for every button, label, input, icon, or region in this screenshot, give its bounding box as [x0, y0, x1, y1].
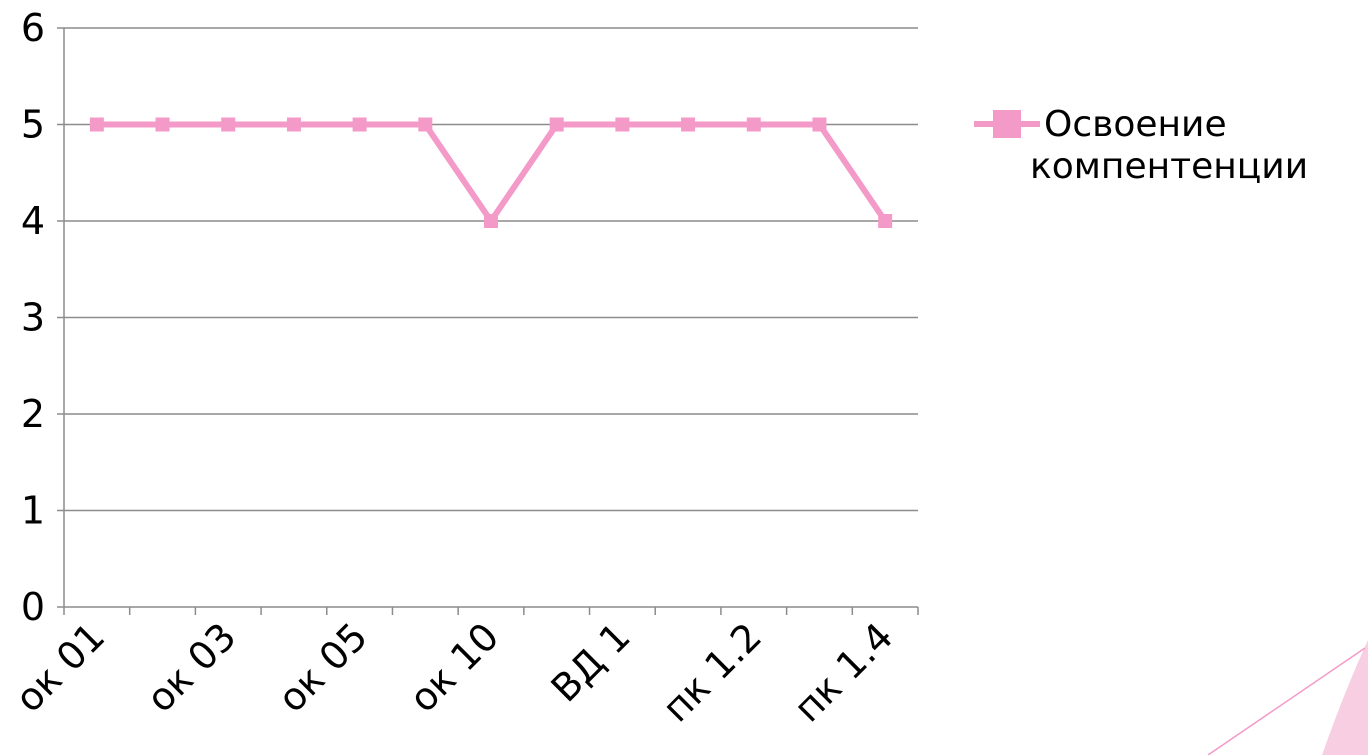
- gridlines: [64, 27, 918, 512]
- y-tick-label: 3: [21, 296, 45, 340]
- data-point-marker: [352, 117, 367, 132]
- data-point-marker: [812, 117, 827, 132]
- data-point-marker: [878, 214, 893, 228]
- x-tick-label: ок 10: [401, 614, 508, 721]
- x-tick-label: пк 1.4: [785, 614, 901, 730]
- x-tick-label: ВД 1: [543, 614, 639, 710]
- x-tick-label: ок 01: [7, 614, 114, 721]
- data-point-marker: [286, 117, 301, 132]
- data-point-marker: [484, 214, 498, 228]
- data-point-marker: [681, 117, 696, 132]
- x-tick-label: пк 1.2: [654, 614, 770, 730]
- y-tick-label: 6: [21, 6, 45, 50]
- corner-decoration-line: [1207, 647, 1366, 755]
- data-point-marker: [418, 117, 433, 132]
- legend-label-line-2: компентенции: [1030, 146, 1308, 187]
- y-tick-label: 1: [21, 489, 45, 533]
- data-point-marker: [155, 117, 170, 132]
- x-axis-tick-labels: ок 01 ок 03 ок 05 ок 10 ВД 1 пк 1.2 пк 1.4: [7, 614, 902, 730]
- x-tick-label: ок 03: [138, 614, 245, 721]
- data-point-marker: [615, 117, 630, 132]
- y-tick-label: 2: [21, 392, 45, 436]
- data-point-marker: [221, 117, 236, 132]
- y-tick-label: 5: [21, 103, 45, 147]
- axes: [57, 27, 919, 615]
- y-tick-label: 4: [21, 199, 45, 243]
- x-tick-label: ок 05: [269, 614, 376, 721]
- corner-decoration-shape: [1322, 640, 1368, 755]
- corner-decoration: [1207, 640, 1368, 755]
- y-tick-label: 0: [21, 585, 45, 629]
- legend-swatch-marker: [993, 110, 1021, 138]
- data-point-marker: [746, 117, 761, 132]
- legend-label-line-1: Освоение: [1044, 104, 1227, 145]
- data-point-marker: [549, 117, 564, 132]
- legend: Освоение компентенции: [974, 104, 1308, 187]
- series-line: [96, 121, 888, 227]
- y-axis-tick-labels: 0 1 2 3 4 5 6: [21, 6, 45, 629]
- series-layer: [89, 117, 893, 228]
- data-point-marker: [89, 117, 104, 132]
